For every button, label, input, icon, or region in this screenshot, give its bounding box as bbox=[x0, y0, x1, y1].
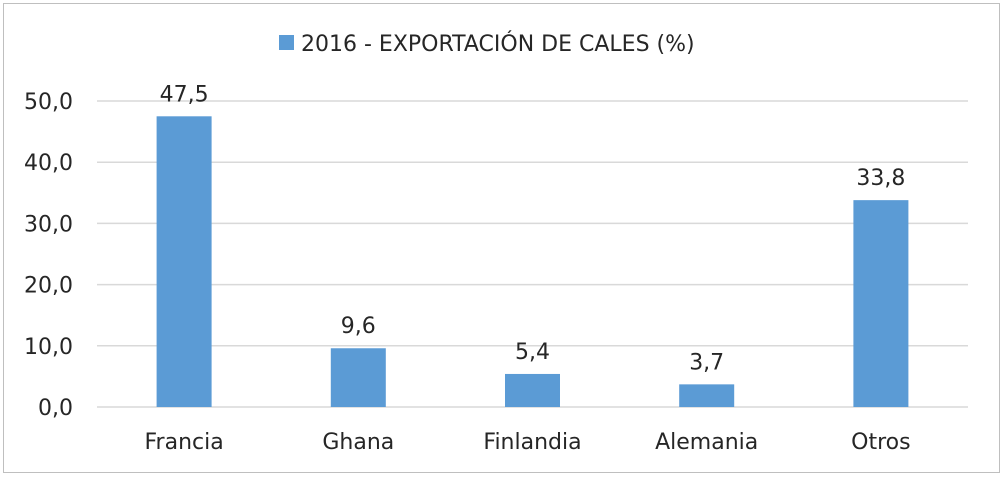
data-label: 47,5 bbox=[160, 82, 209, 107]
x-tick-label: Otros bbox=[851, 430, 910, 455]
legend-label: 2016 - EXPORTACIÓN DE CALES (%) bbox=[301, 31, 695, 57]
y-tick-label: 30,0 bbox=[24, 212, 73, 237]
y-tick-label: 0,0 bbox=[38, 396, 73, 421]
y-tick-label: 10,0 bbox=[24, 335, 73, 360]
x-tick-label: Alemania bbox=[655, 430, 758, 455]
data-label: 3,7 bbox=[689, 350, 724, 375]
x-tick-label: Finlandia bbox=[483, 430, 581, 455]
y-tick-label: 50,0 bbox=[24, 90, 73, 115]
bar bbox=[679, 384, 735, 407]
data-label: 5,4 bbox=[515, 340, 550, 365]
bar bbox=[853, 200, 909, 407]
bar bbox=[505, 373, 560, 407]
bar bbox=[330, 348, 386, 407]
y-tick-label: 20,0 bbox=[24, 274, 73, 299]
bar bbox=[156, 116, 212, 408]
y-tick-label: 40,0 bbox=[24, 151, 73, 176]
x-tick-label: Ghana bbox=[322, 430, 394, 455]
data-label: 9,6 bbox=[341, 314, 376, 339]
data-label: 33,8 bbox=[856, 166, 905, 191]
x-tick-label: Francia bbox=[144, 430, 223, 455]
legend-swatch bbox=[279, 35, 294, 50]
